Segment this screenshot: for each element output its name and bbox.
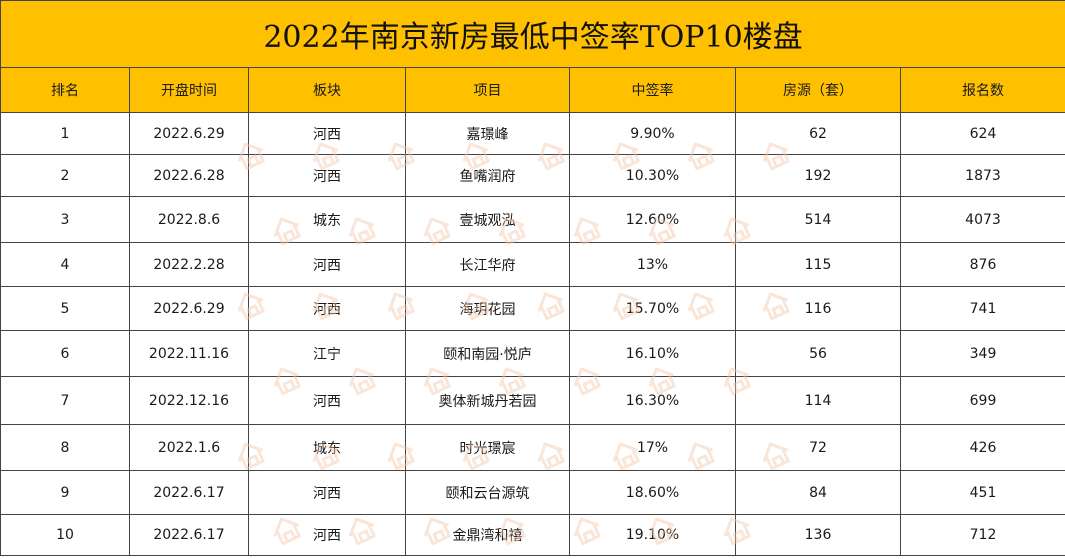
cell-win-rate: 10.30% xyxy=(569,154,736,197)
cell-units: 514 xyxy=(735,196,901,243)
cell-applicants: 349 xyxy=(900,330,1065,377)
cell-project: 颐和云台源筑 xyxy=(405,470,570,515)
cell-district: 河西 xyxy=(248,154,406,197)
cell-open-date: 2022.8.6 xyxy=(129,196,249,243)
cell-project: 颐和南园·悦庐 xyxy=(405,330,570,377)
cell-rank: 9 xyxy=(0,470,130,515)
cell-project: 海玥花园 xyxy=(405,286,570,331)
cell-rank: 6 xyxy=(0,330,130,377)
cell-project: 嘉璟峰 xyxy=(405,112,570,155)
column-header-district: 板块 xyxy=(248,67,406,113)
table-row: 7 2022.12.16 河西 奥体新城丹若园 16.30% 114 699 xyxy=(0,376,1065,425)
cell-open-date: 2022.6.17 xyxy=(129,470,249,515)
cell-units: 192 xyxy=(735,154,901,197)
cell-project: 金鼎湾和禧 xyxy=(405,514,570,556)
header-row: 排名 开盘时间 板块 项目 中签率 房源（套） 报名数 xyxy=(0,67,1065,113)
table-row: 6 2022.11.16 江宁 颐和南园·悦庐 16.10% 56 349 xyxy=(0,330,1065,377)
cell-units: 84 xyxy=(735,470,901,515)
column-header-open-date: 开盘时间 xyxy=(129,67,249,113)
cell-applicants: 624 xyxy=(900,112,1065,155)
cell-applicants: 1873 xyxy=(900,154,1065,197)
table-row: 5 2022.6.29 河西 海玥花园 15.70% 116 741 xyxy=(0,286,1065,331)
cell-win-rate: 18.60% xyxy=(569,470,736,515)
cell-applicants: 876 xyxy=(900,242,1065,287)
cell-win-rate: 12.60% xyxy=(569,196,736,243)
cell-applicants: 426 xyxy=(900,424,1065,471)
cell-project: 长江华府 xyxy=(405,242,570,287)
cell-win-rate: 16.30% xyxy=(569,376,736,425)
column-header-rank: 排名 xyxy=(0,67,130,113)
table-row: 10 2022.6.17 河西 金鼎湾和禧 19.10% 136 712 xyxy=(0,514,1065,556)
cell-district: 河西 xyxy=(248,514,406,556)
cell-units: 62 xyxy=(735,112,901,155)
cell-rank: 7 xyxy=(0,376,130,425)
cell-open-date: 2022.6.28 xyxy=(129,154,249,197)
cell-open-date: 2022.6.17 xyxy=(129,514,249,556)
cell-units: 115 xyxy=(735,242,901,287)
table-title: 2022年南京新房最低中签率TOP10楼盘 xyxy=(0,0,1065,68)
column-header-win-rate: 中签率 xyxy=(569,67,736,113)
cell-win-rate: 9.90% xyxy=(569,112,736,155)
cell-project: 时光璟宸 xyxy=(405,424,570,471)
cell-open-date: 2022.11.16 xyxy=(129,330,249,377)
cell-open-date: 2022.1.6 xyxy=(129,424,249,471)
table-row: 1 2022.6.29 河西 嘉璟峰 9.90% 62 624 xyxy=(0,112,1065,155)
cell-rank: 3 xyxy=(0,196,130,243)
cell-win-rate: 15.70% xyxy=(569,286,736,331)
cell-project: 鱼嘴润府 xyxy=(405,154,570,197)
cell-rank: 1 xyxy=(0,112,130,155)
cell-applicants: 4073 xyxy=(900,196,1065,243)
cell-units: 116 xyxy=(735,286,901,331)
table-row: 2 2022.6.28 河西 鱼嘴润府 10.30% 192 1873 xyxy=(0,154,1065,197)
table-row: 8 2022.1.6 城东 时光璟宸 17% 72 426 xyxy=(0,424,1065,471)
cell-win-rate: 17% xyxy=(569,424,736,471)
cell-project: 壹城观泓 xyxy=(405,196,570,243)
cell-rank: 4 xyxy=(0,242,130,287)
cell-open-date: 2022.6.29 xyxy=(129,286,249,331)
cell-open-date: 2022.2.28 xyxy=(129,242,249,287)
cell-rank: 2 xyxy=(0,154,130,197)
cell-units: 136 xyxy=(735,514,901,556)
cell-district: 河西 xyxy=(248,242,406,287)
column-header-project: 项目 xyxy=(405,67,570,113)
cell-district: 河西 xyxy=(248,376,406,425)
table-body: 1 2022.6.29 河西 嘉璟峰 9.90% 62 624 2 2022.6.28 河西 鱼嘴润… xyxy=(0,112,1065,556)
cell-district: 河西 xyxy=(248,286,406,331)
cell-win-rate: 19.10% xyxy=(569,514,736,556)
cell-units: 72 xyxy=(735,424,901,471)
column-header-applicants: 报名数 xyxy=(900,67,1065,113)
cell-district: 江宁 xyxy=(248,330,406,377)
table-row: 3 2022.8.6 城东 壹城观泓 12.60% 514 4073 xyxy=(0,196,1065,243)
cell-open-date: 2022.12.16 xyxy=(129,376,249,425)
cell-applicants: 741 xyxy=(900,286,1065,331)
cell-open-date: 2022.6.29 xyxy=(129,112,249,155)
cell-units: 56 xyxy=(735,330,901,377)
cell-applicants: 699 xyxy=(900,376,1065,425)
cell-rank: 8 xyxy=(0,424,130,471)
cell-district: 河西 xyxy=(248,112,406,155)
cell-win-rate: 16.10% xyxy=(569,330,736,377)
table-row: 9 2022.6.17 河西 颐和云台源筑 18.60% 84 451 xyxy=(0,470,1065,515)
cell-rank: 10 xyxy=(0,514,130,556)
cell-units: 114 xyxy=(735,376,901,425)
cell-district: 河西 xyxy=(248,470,406,515)
table-row: 4 2022.2.28 河西 长江华府 13% 115 876 xyxy=(0,242,1065,287)
cell-project: 奥体新城丹若园 xyxy=(405,376,570,425)
cell-district: 城东 xyxy=(248,196,406,243)
cell-rank: 5 xyxy=(0,286,130,331)
cell-district: 城东 xyxy=(248,424,406,471)
column-header-units: 房源（套） xyxy=(735,67,901,113)
cell-applicants: 451 xyxy=(900,470,1065,515)
cell-win-rate: 13% xyxy=(569,242,736,287)
cell-applicants: 712 xyxy=(900,514,1065,556)
